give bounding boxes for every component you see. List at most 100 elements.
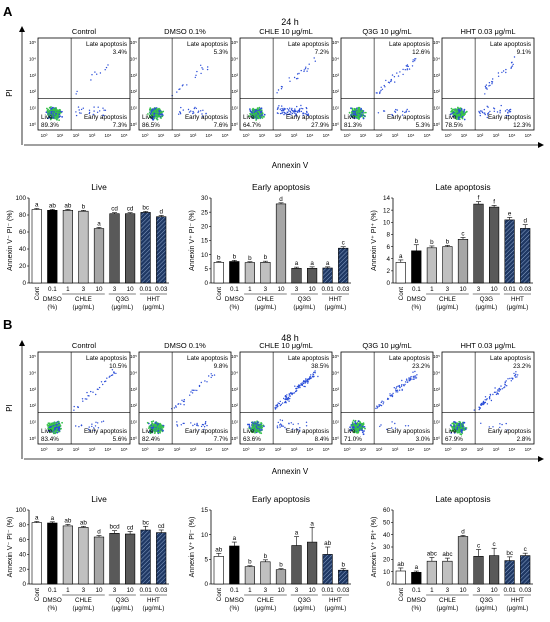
flow-dot-live: [57, 430, 60, 433]
significance-letter: b: [248, 559, 252, 566]
flow-dot-late: [514, 376, 517, 378]
flow-dot-early: [283, 109, 285, 111]
flow-dot-live: [263, 425, 265, 428]
flow-y-tick: 10⁴: [332, 370, 339, 375]
flow-dot-late: [409, 379, 411, 381]
flow-x-tick: 10¹: [57, 447, 64, 452]
flow-dot-live: [149, 109, 152, 112]
flow-dot-live: [363, 111, 365, 114]
flow-dot-late: [289, 397, 291, 400]
flow-dot-early: [297, 429, 299, 431]
significance-letter: d: [97, 529, 101, 536]
flow-dot-early: [196, 422, 198, 425]
flow-y-tick: 10⁰: [231, 122, 238, 127]
flow-dot-late: [291, 393, 293, 396]
flow-dot-late: [297, 385, 300, 387]
flow-dot-early: [78, 109, 80, 111]
category-label: 0.01: [140, 587, 153, 594]
flow-dot-live: [50, 110, 53, 113]
flow-dot-late: [399, 71, 401, 73]
flow-dot-late: [308, 377, 311, 379]
flow-x-tick: 10¹: [360, 447, 367, 452]
flow-dot-late: [293, 76, 296, 79]
flow-dot-live: [159, 428, 162, 431]
flow-dot-early: [198, 429, 200, 431]
flow-dot-live: [154, 428, 157, 430]
flow-dot-late: [73, 405, 75, 408]
flow-dot-late: [284, 400, 287, 403]
flow-dot-late: [309, 376, 312, 378]
flow-dot-late: [283, 397, 285, 400]
flow-dot-late: [200, 381, 202, 384]
bar: [275, 203, 287, 284]
flow-x-tick: 10²: [174, 447, 181, 452]
flow-dot-late: [288, 393, 290, 395]
flow-y-tick: 10³: [433, 387, 440, 392]
flow-dot-late: [381, 88, 384, 91]
flow-dot-live: [248, 115, 251, 118]
flow-dot-early: [75, 425, 77, 427]
bar-chart-ylabel: Annexin V⁻ PI⁻ (%): [7, 210, 14, 271]
flow-dot-late: [303, 69, 305, 71]
flow-dot-live: [161, 428, 164, 430]
flow-dot-late: [501, 388, 503, 390]
group-unit: (μg/mL): [255, 304, 277, 311]
flow-dot-late: [102, 383, 104, 386]
flow-dot-early: [300, 104, 302, 107]
bar: [322, 554, 333, 585]
significance-letter: c: [477, 542, 480, 549]
significance-letter: b: [446, 238, 450, 245]
flow-dot-late: [295, 387, 297, 390]
flow-dot-early: [103, 114, 105, 117]
flow-dot-live: [154, 423, 157, 426]
flow-dot-late: [379, 91, 381, 93]
flow-dot-live: [353, 431, 356, 434]
flow-dot-live: [58, 116, 61, 118]
flow-dot-late: [90, 390, 92, 393]
flow-dot-late: [81, 398, 84, 400]
flow-dot-late: [210, 373, 212, 375]
flow-x-tick: 10¹: [259, 133, 266, 138]
flow-x-tick: 10⁰: [445, 447, 452, 452]
flow-early-label: Early apoptosis: [286, 114, 329, 121]
category-label: 0.1: [412, 286, 421, 293]
flow-dot-late: [313, 371, 315, 374]
flow-x-tick: 10¹: [57, 133, 64, 138]
category-label: 10: [309, 587, 317, 594]
flow-dot-early: [404, 111, 406, 114]
flow-dot-live: [460, 111, 463, 113]
flow-dot-early: [377, 112, 380, 114]
flow-dot-live: [255, 119, 257, 121]
significance-letter: abc: [442, 551, 452, 558]
group-unit: (μg/mL): [437, 605, 459, 612]
flow-dot-live: [451, 110, 453, 113]
flow-dot-late: [413, 376, 415, 379]
significance-letter: ab: [80, 519, 88, 526]
flow-dot-live: [457, 431, 459, 434]
flow-dot-live: [149, 107, 152, 109]
flow-y-tick: 10¹: [433, 106, 440, 111]
flow-dot-late: [404, 69, 406, 71]
flow-dot-late: [406, 381, 408, 383]
bar: [260, 561, 271, 585]
flow-dot-late: [412, 371, 414, 373]
flow-y-tick: 10⁰: [130, 122, 137, 127]
group-label: CHLE: [75, 296, 92, 303]
flow-dot-early: [279, 419, 281, 421]
flow-dot-live: [454, 421, 456, 424]
flow-x-tick: 10⁰: [142, 447, 149, 452]
flow-dot-early: [288, 422, 290, 424]
bar: [125, 533, 136, 585]
bar-chart: Late apoptosis Annexin V⁺ PI⁺ (%) 0 10 20 30 4…: [371, 494, 533, 612]
bar-y-tick-label: 8: [386, 232, 390, 239]
significance-letter: a: [295, 530, 299, 537]
flow-dot-early: [102, 107, 104, 109]
flow-dot-live: [51, 424, 53, 426]
flow-dot-live: [249, 109, 252, 112]
panel-a-flow-ylabel: PI: [5, 89, 14, 97]
significance-letter: b: [82, 203, 86, 210]
flow-dot-early: [499, 423, 501, 425]
flow-y-tick: 10¹: [29, 420, 36, 425]
flow-dot-live: [457, 118, 460, 120]
